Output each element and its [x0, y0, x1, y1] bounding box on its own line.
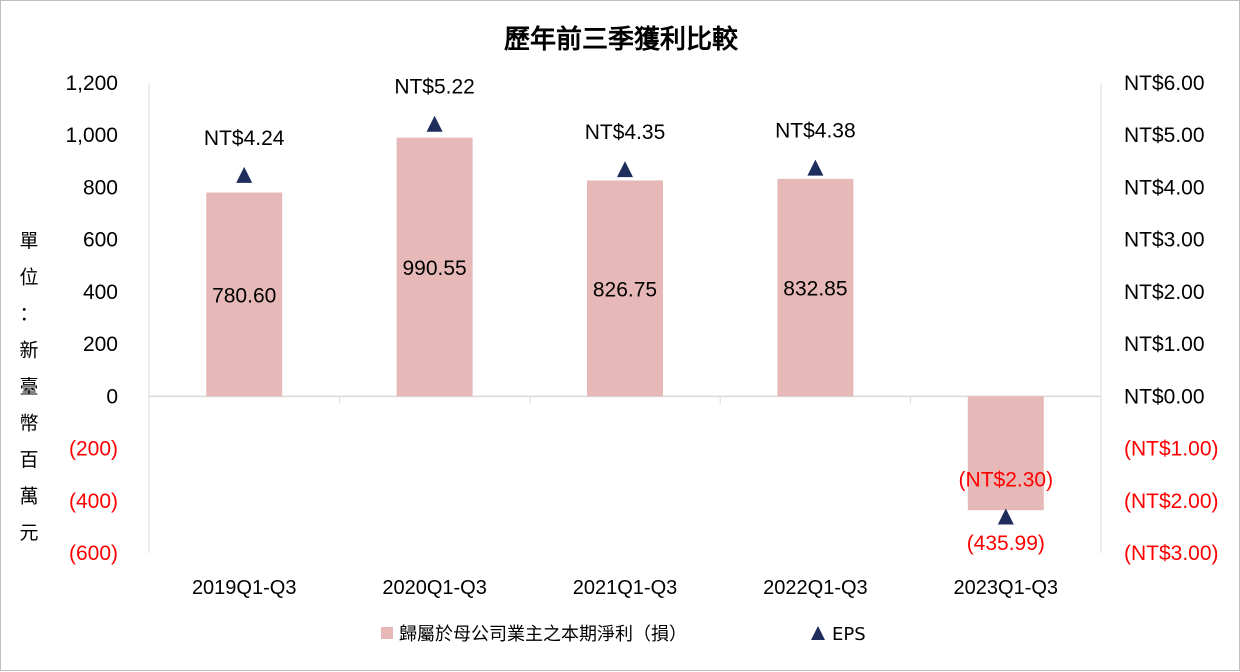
eps-value-label: NT$4.38	[775, 120, 856, 143]
bar-value-label: 832.85	[783, 278, 847, 301]
y-tick-label: 1,000	[65, 124, 118, 147]
bar-series	[206, 137, 1044, 511]
y-unit-char: ：	[19, 303, 38, 325]
bar	[967, 396, 1044, 511]
x-tick-label: 2020Q1-Q3	[382, 577, 487, 599]
y-tick-label: (400)	[69, 490, 118, 513]
y2-tick-label: NT$5.00	[1124, 124, 1205, 147]
bar-value-label: (435.99)	[967, 532, 1045, 555]
y2-tick-label: (NT$1.00)	[1124, 438, 1219, 461]
eps-value-label: (NT$2.30)	[959, 468, 1054, 491]
x-tick-label: 2021Q1-Q3	[573, 577, 678, 599]
y2-tick-label: NT$3.00	[1124, 229, 1205, 252]
eps-marker	[236, 166, 253, 183]
y-tick-label: (600)	[69, 542, 118, 565]
legend-swatch-eps	[811, 626, 825, 640]
data-labels: 780.60 990.55 826.75 832.85 (435.99) NT$4.24 N…	[204, 76, 1053, 555]
y2-tick-label: NT$0.00	[1124, 385, 1205, 408]
eps-marker	[617, 161, 633, 178]
x-tick-label: 2022Q1-Q3	[763, 577, 868, 599]
y-unit-char: 百	[19, 449, 38, 471]
eps-value-label: NT$4.24	[204, 127, 285, 150]
y-tick-label: 1,200	[65, 72, 118, 95]
x-tick-label: 2023Q1-Q3	[954, 577, 1059, 599]
chart-title: 歷年前三季獲利比較	[504, 24, 739, 55]
eps-marker	[807, 159, 824, 176]
bar	[396, 137, 473, 397]
y-tick-label: 0	[106, 385, 118, 408]
y-tick-label: 600	[83, 229, 118, 252]
y-unit-char: 位	[19, 267, 38, 289]
legend-label-eps: EPS	[832, 624, 866, 645]
eps-value-label: NT$4.35	[585, 121, 666, 144]
y2-tick-label: (NT$2.00)	[1124, 490, 1219, 513]
eps-marker	[426, 115, 443, 132]
eps-value-label: NT$5.22	[394, 76, 475, 99]
axes: (600) (400) (200) 0 200 400 600 800 1,000 1,200 (N…	[65, 72, 1218, 599]
y2-tick-label: NT$1.00	[1124, 333, 1205, 356]
y-unit-char: 新	[19, 340, 38, 362]
y2-tick-label: (NT$3.00)	[1124, 542, 1219, 565]
legend-label-net-income: 歸屬於母公司業主之本期淨利（損）	[399, 624, 687, 645]
y-unit-char: 元	[19, 522, 38, 544]
bar-value-label: 826.75	[593, 278, 657, 301]
bar	[777, 178, 854, 397]
bar	[206, 192, 283, 397]
y2-tick-label: NT$6.00	[1124, 72, 1205, 95]
eps-marker	[997, 508, 1014, 525]
y2-tick-label: NT$2.00	[1124, 281, 1205, 304]
bar-value-label: 780.60	[212, 284, 276, 307]
y-unit-char: 萬	[19, 486, 38, 508]
y-tick-label: 200	[83, 333, 118, 356]
eps-series	[236, 115, 1014, 525]
y-tick-label: 400	[83, 281, 118, 304]
bar	[587, 180, 663, 397]
y-unit-char: 臺	[19, 376, 38, 398]
bar-value-label: 990.55	[402, 257, 466, 280]
x-tick-label: 2019Q1-Q3	[192, 577, 297, 599]
y-tick-label: 800	[83, 176, 118, 199]
y-tick-label: (200)	[69, 438, 118, 461]
y2-tick-label: NT$4.00	[1124, 176, 1205, 199]
y-unit-char: 幣	[19, 413, 38, 435]
y-unit-char: 單	[19, 230, 38, 252]
legend: 歸屬於母公司業主之本期淨利（損） EPS	[381, 624, 866, 645]
legend-swatch-net-income	[381, 627, 393, 639]
